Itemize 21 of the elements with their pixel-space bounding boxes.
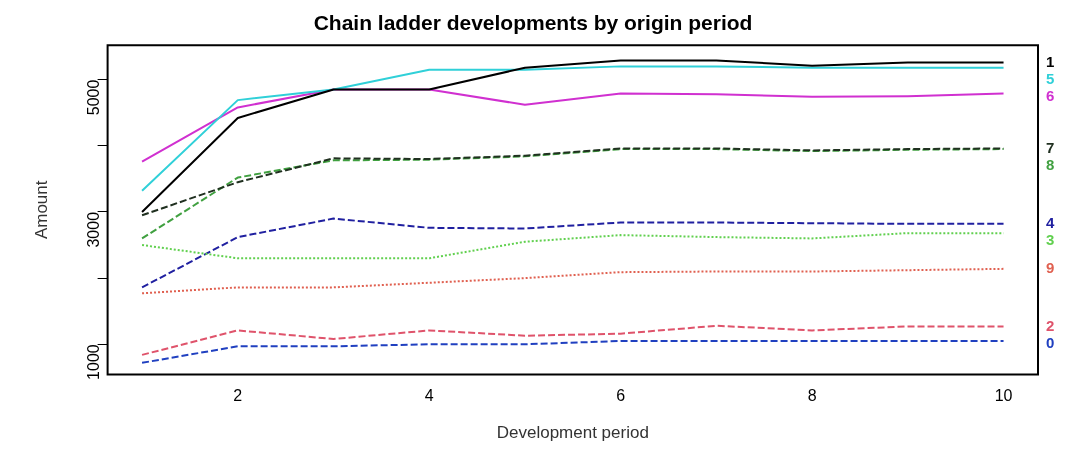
text: 6 — [1046, 86, 1055, 104]
text: 1 — [1046, 52, 1055, 70]
text: 7 — [1046, 138, 1055, 156]
x-tick-label: 2 — [233, 387, 243, 405]
text: 8 — [1046, 155, 1055, 173]
y-tick-label: 5000 — [85, 79, 103, 116]
text: 5 — [1046, 69, 1055, 87]
x-tick-label: 6 — [616, 387, 626, 405]
text: 0 — [1046, 333, 1055, 351]
text: 9 — [1046, 259, 1055, 276]
x-tick-label: 10 — [994, 387, 1013, 405]
x-tick-label: 4 — [424, 387, 434, 405]
text: 2 — [1046, 316, 1055, 334]
text: 4 — [1046, 214, 1055, 231]
y-axis-title: Amount — [31, 180, 51, 240]
chart-title: Chain ladder developments by origin period — [313, 11, 753, 35]
y-tick-label: 3000 — [85, 211, 103, 248]
text: 3 — [1046, 231, 1055, 248]
x-tick-label: 8 — [807, 387, 817, 405]
y-tick-label: 1000 — [85, 344, 103, 380]
x-axis-title: Development period — [496, 423, 649, 443]
